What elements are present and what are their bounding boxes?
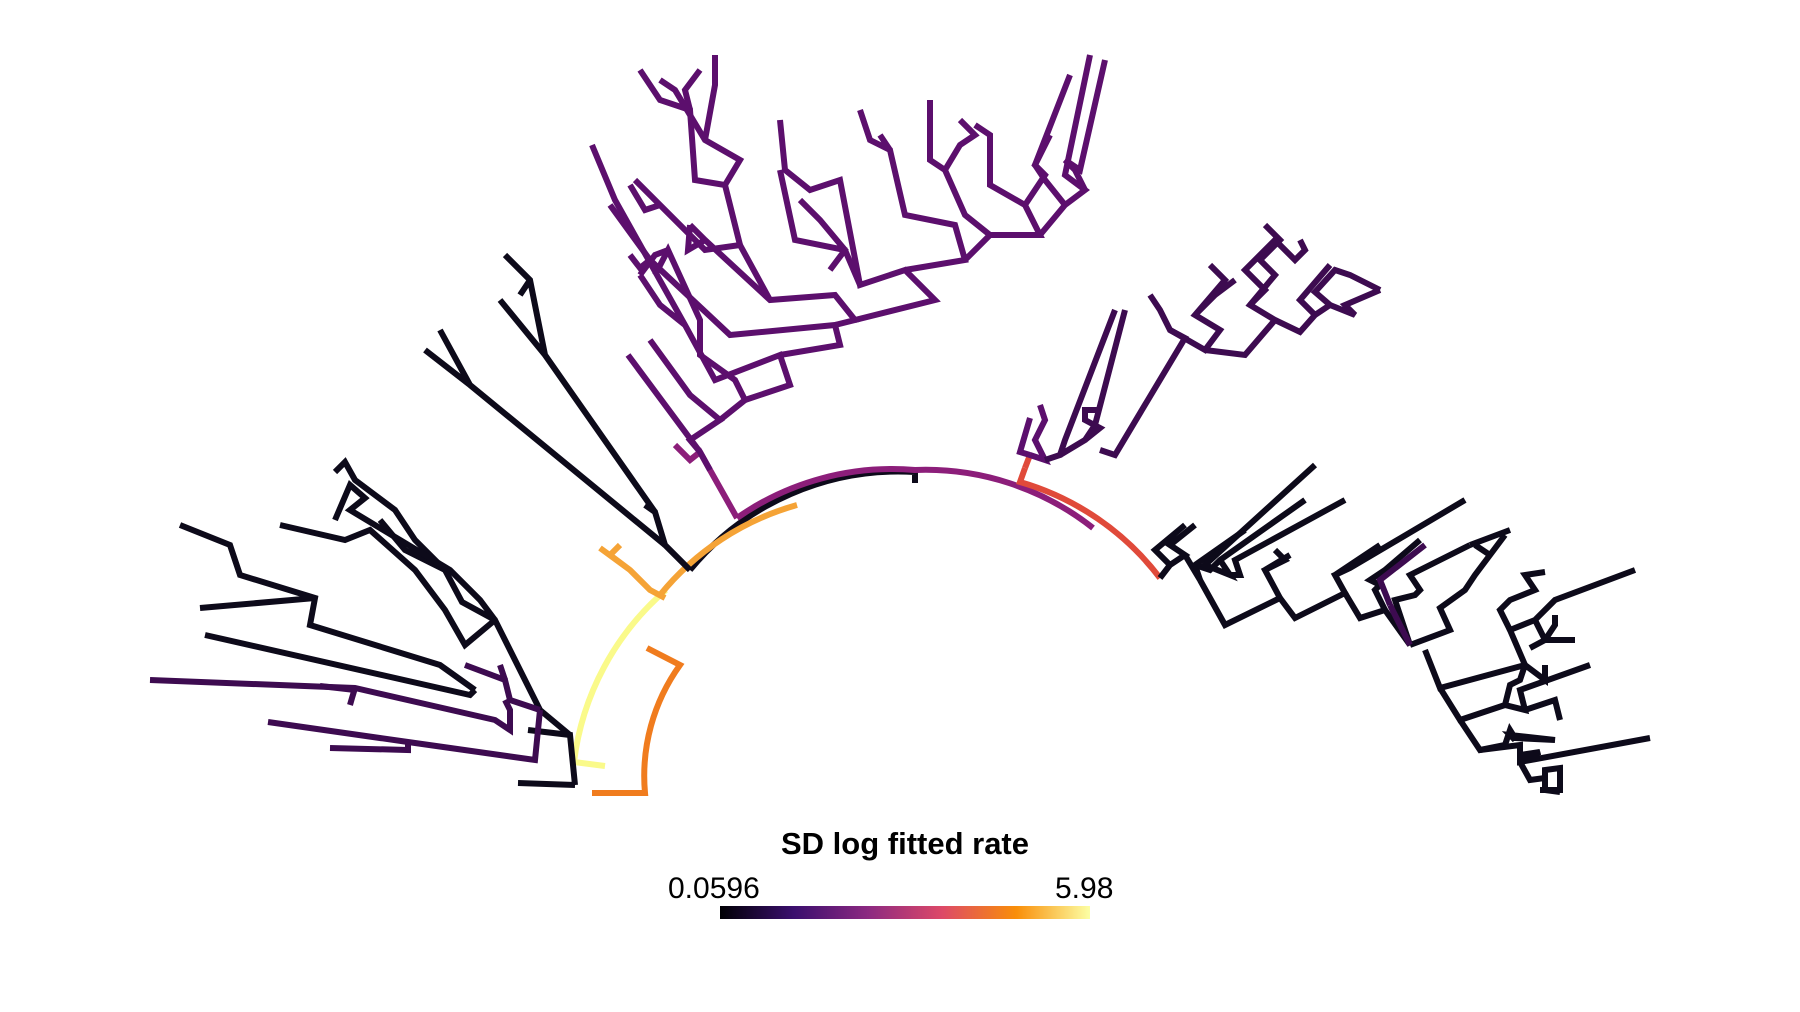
purple-branch (973, 122, 1053, 238)
tree-backbone (570, 466, 1163, 796)
left-branch (204, 632, 478, 699)
right-upper-branch (1016, 404, 1051, 466)
purple-branch (607, 203, 844, 358)
right-lower-branch (1342, 537, 1422, 622)
right-lower-purple-branch (1376, 542, 1427, 647)
left-branch (332, 457, 448, 573)
right-lower-branch (1468, 527, 1512, 558)
backbone-arc-red (1016, 466, 1163, 580)
purple-branch (627, 177, 773, 302)
right-lower-branch (1150, 522, 1197, 580)
purple-branch (927, 100, 995, 263)
right-lower-branch (1197, 547, 1292, 629)
orange-branch (598, 542, 667, 601)
left-branch-purple (267, 683, 543, 764)
right-upper-branch (1082, 407, 1106, 443)
legend-colorbar (720, 906, 1090, 919)
left-branch-purple (463, 662, 541, 713)
right-lower-branch (1528, 615, 1575, 651)
left-branch (279, 522, 497, 650)
clade-left (149, 252, 693, 788)
clade-light-orange (598, 542, 667, 601)
left-branch-purple (347, 687, 358, 706)
right-lower-branch (1437, 660, 1548, 724)
left-branch (497, 252, 658, 514)
purple-branch (684, 222, 861, 328)
purple-branch (857, 109, 969, 273)
right-lower-branch (1542, 778, 1561, 795)
backbone-arc-yellow (570, 587, 668, 769)
clade-right-upper (1016, 222, 1382, 470)
clade-upper-purple (589, 54, 1108, 520)
purple-branch (637, 68, 743, 246)
purple-branch (589, 143, 794, 403)
right-lower-branch (1408, 533, 1508, 648)
right-upper-branch (1168, 262, 1237, 354)
backbone-arc-light-orange (657, 502, 798, 597)
left-branch (199, 595, 316, 611)
left-branch (423, 328, 667, 548)
legend-title: SD log fitted rate (780, 826, 1029, 861)
purple-branch (1062, 59, 1108, 192)
legend-colorbar-fill (720, 906, 1090, 919)
left-branch (332, 480, 498, 622)
backbone-arc-orange (592, 645, 685, 796)
right-lower-branch (1277, 497, 1467, 622)
legend-min-label: 0.0596 (668, 872, 760, 905)
right-lower-branch (1199, 462, 1347, 582)
right-upper-branch (1328, 287, 1382, 318)
legend-max-label: 5.98 (1055, 872, 1114, 905)
right-lower-branch (1182, 497, 1307, 582)
purple-branch (777, 119, 941, 323)
purple-branch (658, 55, 745, 187)
right-upper-branch (1273, 263, 1382, 336)
clade-right-lower (1150, 462, 1651, 795)
purple-branch (672, 442, 740, 520)
right-lower-branch (1496, 569, 1546, 632)
right-upper-branch (1240, 235, 1309, 308)
left-branch (377, 518, 572, 738)
backbone-arc-magenta (735, 466, 1095, 531)
purple-branch (777, 169, 863, 287)
right-lower-branch (1517, 760, 1563, 793)
right-lower-branch (1504, 662, 1592, 721)
purple-branch (1031, 54, 1093, 237)
